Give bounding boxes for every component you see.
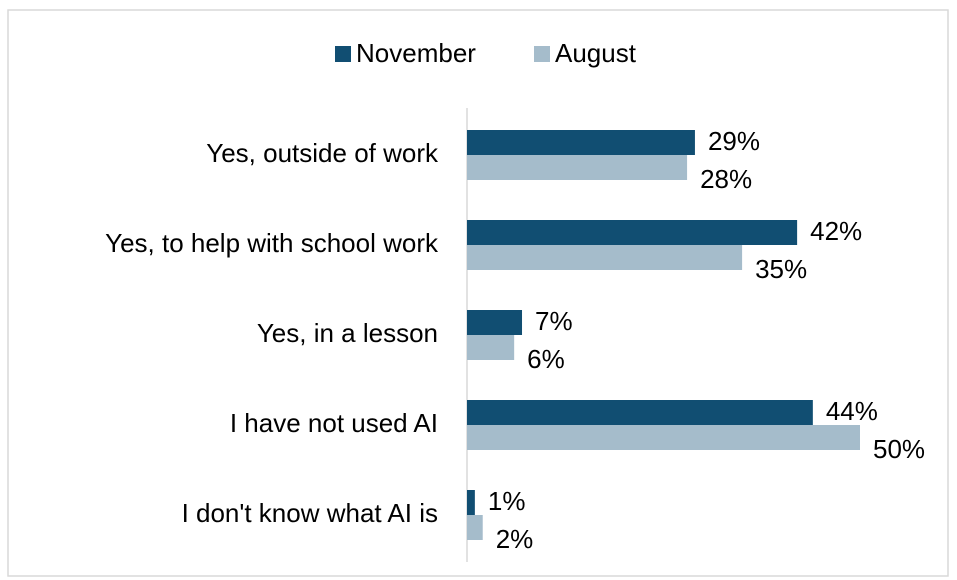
value-label: 6% bbox=[527, 344, 565, 374]
bar bbox=[467, 310, 523, 335]
value-label: 35% bbox=[755, 254, 807, 284]
bar bbox=[467, 220, 798, 245]
value-label: 29% bbox=[708, 126, 760, 156]
bar bbox=[467, 155, 688, 180]
bar bbox=[467, 245, 743, 270]
legend-label: August bbox=[555, 38, 637, 68]
bar bbox=[467, 515, 483, 540]
value-label: 7% bbox=[535, 306, 573, 336]
bar bbox=[467, 490, 475, 515]
category-label: Yes, to help with school work bbox=[105, 228, 439, 258]
bar bbox=[467, 130, 695, 155]
legend-label: November bbox=[356, 38, 476, 68]
value-label: 42% bbox=[810, 216, 862, 246]
value-label: 2% bbox=[496, 524, 534, 554]
chart-border bbox=[7, 9, 949, 577]
category-label: Yes, in a lesson bbox=[257, 318, 438, 348]
bar bbox=[467, 335, 515, 360]
bar bbox=[467, 400, 813, 425]
legend-swatch bbox=[534, 46, 550, 62]
bar bbox=[467, 425, 860, 450]
value-label: 44% bbox=[826, 396, 878, 426]
category-label: I don't know what AI is bbox=[182, 498, 438, 528]
value-label: 1% bbox=[488, 486, 526, 516]
legend-swatch bbox=[335, 46, 351, 62]
category-label: Yes, outside of work bbox=[206, 138, 439, 168]
value-label: 50% bbox=[873, 434, 925, 464]
category-label: I have not used AI bbox=[230, 408, 438, 438]
value-label: 28% bbox=[700, 164, 752, 194]
